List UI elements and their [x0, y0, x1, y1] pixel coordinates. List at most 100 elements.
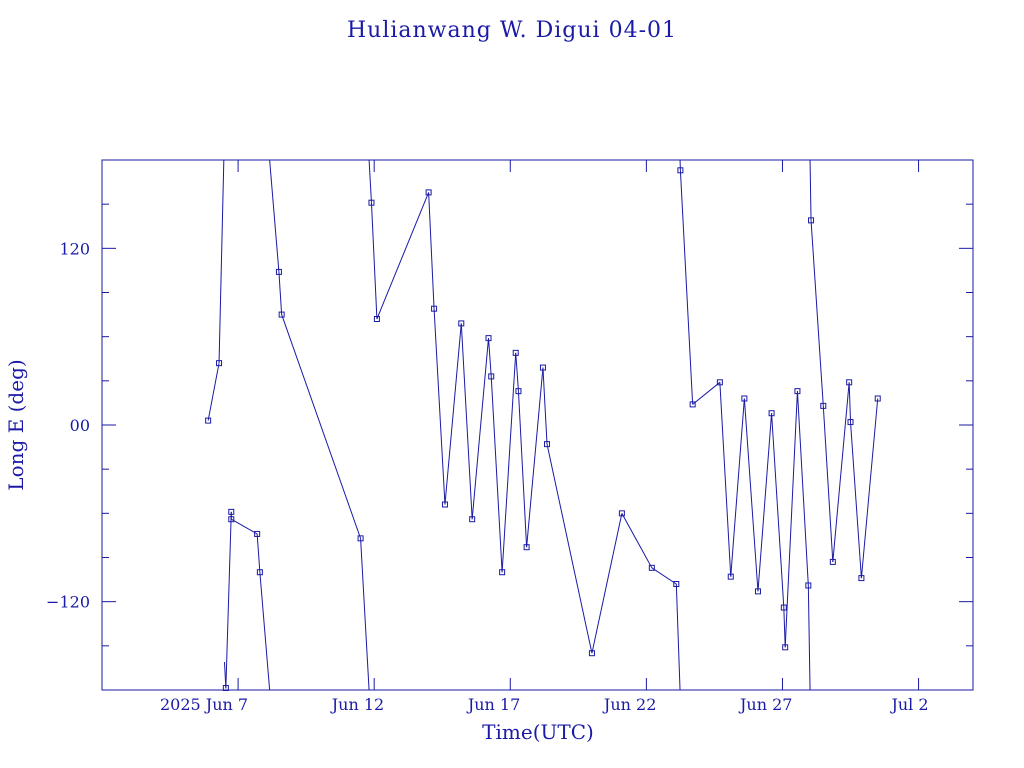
series-segment [848, 382, 852, 423]
data-point [485, 335, 492, 342]
data-point [673, 581, 680, 587]
data-point [808, 217, 815, 224]
data-point [256, 569, 263, 576]
data-point [512, 349, 519, 356]
series-segment [591, 513, 623, 654]
series-segment [218, 160, 225, 364]
series-segment [743, 398, 759, 592]
data-point [228, 516, 235, 523]
data-point [858, 575, 865, 582]
data-point [523, 544, 530, 551]
series-segment [730, 398, 745, 577]
data-point [368, 199, 375, 206]
data-point [373, 316, 380, 322]
series-segment [269, 160, 280, 272]
data-point [228, 508, 235, 515]
series-segment [822, 405, 834, 562]
series-segment [225, 511, 232, 689]
data-point [431, 305, 438, 312]
y-tick-label: 00 [70, 416, 90, 435]
data-point [488, 373, 495, 380]
data-point [254, 530, 261, 537]
series-segment [526, 367, 544, 548]
data-point [754, 588, 761, 595]
series-segment [278, 271, 283, 315]
y-axis-label: Long E (deg) [4, 359, 28, 490]
series-segment [460, 323, 473, 520]
series-segment [679, 160, 681, 171]
data-point [588, 650, 595, 657]
data-point [741, 395, 748, 402]
data-point [716, 379, 723, 386]
data-point [458, 320, 465, 327]
axis-ticks [102, 159, 973, 691]
x-axis-label: Time(UTC) [482, 720, 594, 744]
data-point [539, 364, 546, 371]
series-segment [542, 367, 548, 445]
data-point [544, 441, 551, 448]
series-segment [621, 513, 653, 569]
series-segment [675, 583, 681, 690]
series-segment [860, 398, 879, 579]
series-segment [810, 220, 824, 406]
series-segment [783, 607, 786, 648]
series-segment [501, 352, 517, 573]
series-segment [224, 132, 225, 159]
series-segment [256, 533, 261, 573]
data-point [820, 402, 827, 409]
data-point [794, 388, 801, 395]
data-point [618, 510, 625, 517]
series-segment [850, 422, 862, 579]
series-segment [809, 160, 812, 221]
series-segment [757, 413, 773, 592]
series-segment [692, 381, 721, 405]
series-segment [444, 323, 462, 505]
y-tick-labels: 120 00 −120 [46, 239, 90, 611]
series-segment [832, 382, 850, 562]
series-segment [651, 567, 677, 585]
series-segment [428, 192, 435, 309]
data-point [689, 401, 696, 408]
data-point [278, 311, 285, 318]
series-segment [471, 338, 490, 520]
x-tick-labels: 2025 Jun 7 Jun 12 Jun 17 Jun 22 Jun 27 Jul 2 [160, 695, 929, 714]
series-segment [490, 376, 503, 573]
x-tick-label: Jun 22 [602, 695, 656, 714]
data-point [222, 685, 229, 691]
series-segment [370, 202, 378, 320]
data-point [205, 417, 212, 424]
series-segment [515, 352, 519, 392]
data-point [499, 569, 506, 576]
data-point [357, 535, 364, 542]
data-point [677, 167, 684, 174]
series-segment [207, 363, 220, 421]
x-tick-label: Jun 12 [330, 695, 384, 714]
data-point [768, 410, 775, 417]
data-point [727, 573, 734, 580]
data-point [874, 395, 881, 402]
series-segment [771, 413, 785, 608]
series-segment [376, 192, 430, 320]
data-point [216, 360, 223, 367]
series-segment [281, 314, 362, 539]
x-tick-label: Jul 2 [889, 695, 928, 714]
series-segment [679, 170, 694, 405]
data-point [846, 379, 853, 386]
series-segment [807, 585, 811, 690]
data-point [648, 564, 655, 571]
series-segment [517, 391, 528, 548]
data-point [425, 189, 432, 196]
series-segment [796, 391, 809, 586]
series-lines [207, 132, 879, 690]
data-point [847, 419, 854, 426]
series-segment [231, 518, 258, 535]
series-segment [368, 160, 372, 203]
y-tick-label: −120 [46, 593, 90, 612]
chart-title: Hulianwang W. Digui 04-01 [347, 18, 677, 43]
y-tick-label: 120 [59, 239, 90, 258]
x-tick-label: Jun 27 [738, 695, 792, 714]
x-tick-label: 2025 Jun 7 [160, 695, 248, 714]
series-markers [205, 167, 881, 691]
data-point [805, 582, 812, 589]
